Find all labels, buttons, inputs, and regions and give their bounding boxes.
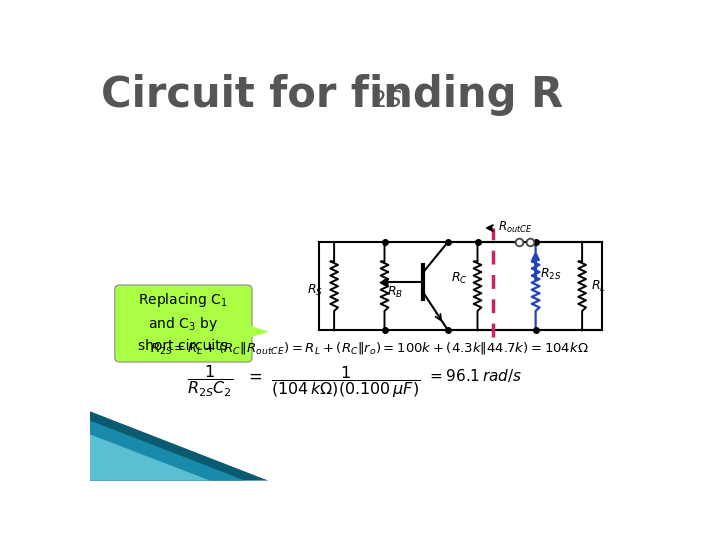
Text: $\dfrac{1}{R_{2S}C_2}$: $\dfrac{1}{R_{2S}C_2}$: [187, 363, 233, 399]
Text: $R_C$: $R_C$: [451, 271, 468, 286]
Polygon shape: [90, 411, 269, 481]
Polygon shape: [248, 325, 269, 339]
Text: $_{2S}$: $_{2S}$: [371, 77, 402, 110]
Text: $\dfrac{1}{(104\,k\Omega)(0.100\,\mu F)}$: $\dfrac{1}{(104\,k\Omega)(0.100\,\mu F)}…: [271, 363, 420, 400]
Text: $R_{2S}$: $R_{2S}$: [539, 267, 561, 282]
Text: Circuit for finding R: Circuit for finding R: [101, 74, 563, 116]
Text: $R_L$: $R_L$: [591, 279, 606, 294]
Polygon shape: [90, 421, 245, 481]
Text: $=$: $=$: [245, 367, 262, 384]
Text: Replacing C$_1$
and C$_3$ by
short circuits: Replacing C$_1$ and C$_3$ by short circu…: [138, 291, 228, 353]
Polygon shape: [90, 434, 210, 481]
FancyBboxPatch shape: [114, 285, 252, 362]
Text: $R_S$: $R_S$: [307, 282, 323, 298]
Text: $R_B$: $R_B$: [387, 285, 403, 300]
Text: $R_{outCE}$: $R_{outCE}$: [498, 220, 532, 235]
Text: $= 96.1\,rad/s$: $= 96.1\,rad/s$: [427, 367, 522, 383]
Text: $R_{2S} = R_L + (R_C \Vert R_{outCE}) = R_L + (R_C \Vert r_o)= 100k + (4.3k \Ver: $R_{2S} = R_L + (R_C \Vert R_{outCE}) = …: [150, 340, 588, 356]
